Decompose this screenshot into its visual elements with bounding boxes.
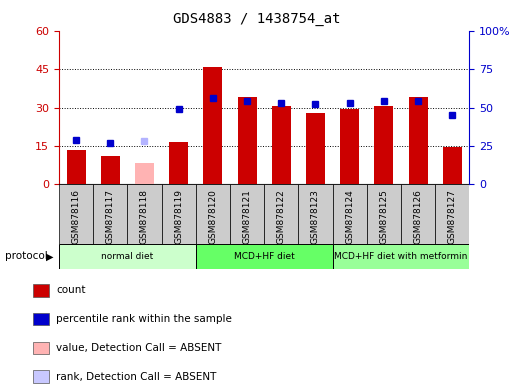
Bar xyxy=(162,184,196,244)
Bar xyxy=(374,106,393,184)
Bar xyxy=(33,342,49,354)
Text: MCD+HF diet with metformin: MCD+HF diet with metformin xyxy=(334,252,468,261)
Text: GSM878117: GSM878117 xyxy=(106,189,115,244)
Bar xyxy=(93,184,127,244)
Bar xyxy=(196,184,230,244)
Bar xyxy=(401,184,435,244)
Text: GSM878124: GSM878124 xyxy=(345,189,354,244)
Text: protocol: protocol xyxy=(5,251,48,262)
Bar xyxy=(299,184,332,244)
Bar xyxy=(264,184,299,244)
Bar xyxy=(238,97,256,184)
Bar xyxy=(332,244,469,269)
Bar xyxy=(367,184,401,244)
Bar xyxy=(59,184,93,244)
Bar xyxy=(332,184,367,244)
Bar xyxy=(127,184,162,244)
Bar xyxy=(101,156,120,184)
Text: ▶: ▶ xyxy=(46,251,54,262)
Text: normal diet: normal diet xyxy=(101,252,153,261)
Text: percentile rank within the sample: percentile rank within the sample xyxy=(56,314,232,324)
Bar xyxy=(59,244,196,269)
Bar xyxy=(272,106,291,184)
Text: rank, Detection Call = ABSENT: rank, Detection Call = ABSENT xyxy=(56,372,216,382)
Bar xyxy=(33,313,49,326)
Text: GSM878126: GSM878126 xyxy=(413,189,423,244)
Text: GSM878121: GSM878121 xyxy=(243,189,251,244)
Bar xyxy=(306,113,325,184)
Text: GDS4883 / 1438754_at: GDS4883 / 1438754_at xyxy=(173,12,340,25)
Bar xyxy=(435,184,469,244)
Text: GSM878118: GSM878118 xyxy=(140,189,149,244)
Bar xyxy=(196,244,332,269)
Text: GSM878119: GSM878119 xyxy=(174,189,183,244)
Bar xyxy=(230,184,264,244)
Text: GSM878122: GSM878122 xyxy=(277,189,286,244)
Text: GSM878116: GSM878116 xyxy=(72,189,81,244)
Bar xyxy=(33,284,49,297)
Text: MCD+HF diet: MCD+HF diet xyxy=(234,252,294,261)
Bar xyxy=(33,370,49,383)
Text: count: count xyxy=(56,285,86,295)
Text: GSM878120: GSM878120 xyxy=(208,189,218,244)
Bar xyxy=(204,66,222,184)
Bar xyxy=(340,109,359,184)
Bar xyxy=(169,142,188,184)
Bar xyxy=(67,150,86,184)
Bar xyxy=(135,162,154,184)
Text: GSM878127: GSM878127 xyxy=(448,189,457,244)
Text: value, Detection Call = ABSENT: value, Detection Call = ABSENT xyxy=(56,343,222,353)
Bar xyxy=(409,97,427,184)
Text: GSM878123: GSM878123 xyxy=(311,189,320,244)
Text: GSM878125: GSM878125 xyxy=(380,189,388,244)
Bar xyxy=(443,147,462,184)
